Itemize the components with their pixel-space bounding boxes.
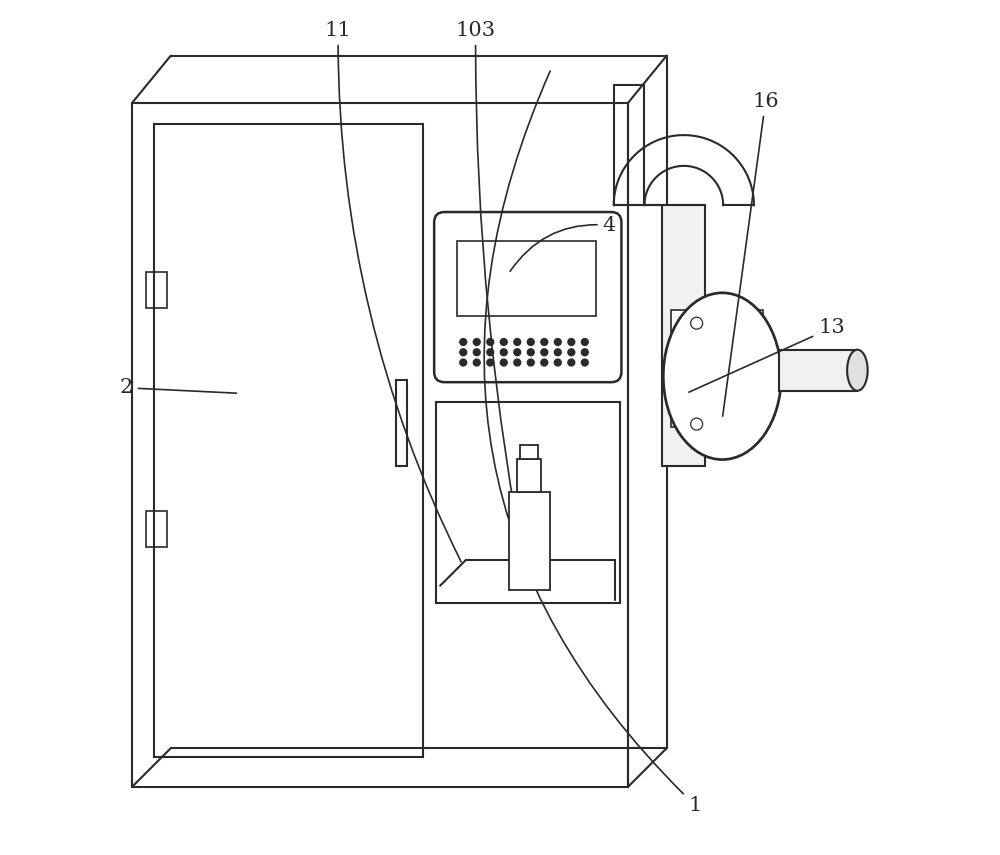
Bar bbox=[779, 350, 857, 391]
Circle shape bbox=[554, 339, 561, 345]
Circle shape bbox=[473, 339, 480, 345]
Circle shape bbox=[581, 349, 588, 356]
Circle shape bbox=[514, 359, 521, 366]
Circle shape bbox=[691, 418, 703, 430]
Bar bbox=[132, 103, 628, 787]
Circle shape bbox=[568, 349, 575, 356]
Circle shape bbox=[527, 359, 534, 366]
Circle shape bbox=[473, 349, 480, 356]
Circle shape bbox=[541, 359, 548, 366]
Text: 13: 13 bbox=[689, 318, 845, 392]
Bar bbox=[671, 405, 763, 428]
Circle shape bbox=[554, 359, 561, 366]
Circle shape bbox=[487, 359, 494, 366]
Circle shape bbox=[514, 349, 521, 356]
Circle shape bbox=[460, 359, 467, 366]
Circle shape bbox=[568, 339, 575, 345]
Text: 4: 4 bbox=[510, 215, 616, 271]
Circle shape bbox=[581, 339, 588, 345]
Circle shape bbox=[514, 339, 521, 345]
Text: 2: 2 bbox=[120, 378, 236, 398]
Circle shape bbox=[487, 339, 494, 345]
Circle shape bbox=[527, 349, 534, 356]
Bar bbox=[436, 402, 620, 603]
Bar bbox=[154, 124, 423, 757]
Text: 1: 1 bbox=[484, 71, 701, 815]
Bar bbox=[671, 310, 763, 332]
Ellipse shape bbox=[847, 350, 868, 391]
Bar bbox=[457, 241, 596, 316]
Bar bbox=[662, 205, 705, 466]
Text: 16: 16 bbox=[723, 91, 779, 416]
Text: 103: 103 bbox=[456, 21, 529, 587]
Circle shape bbox=[500, 349, 507, 356]
Bar bbox=[146, 511, 167, 547]
Bar bbox=[517, 459, 541, 492]
Circle shape bbox=[691, 317, 703, 329]
Text: 11: 11 bbox=[325, 21, 461, 562]
FancyBboxPatch shape bbox=[434, 212, 621, 382]
Bar bbox=[509, 492, 550, 590]
Ellipse shape bbox=[663, 292, 781, 459]
Circle shape bbox=[568, 359, 575, 366]
Circle shape bbox=[473, 359, 480, 366]
Circle shape bbox=[460, 349, 467, 356]
Circle shape bbox=[581, 359, 588, 366]
Circle shape bbox=[500, 359, 507, 366]
Circle shape bbox=[541, 349, 548, 356]
Circle shape bbox=[460, 339, 467, 345]
Circle shape bbox=[541, 339, 548, 345]
Circle shape bbox=[527, 339, 534, 345]
Circle shape bbox=[500, 339, 507, 345]
Bar bbox=[396, 380, 407, 466]
Bar bbox=[520, 445, 538, 459]
Circle shape bbox=[487, 349, 494, 356]
Bar bbox=[146, 272, 167, 308]
Circle shape bbox=[554, 349, 561, 356]
